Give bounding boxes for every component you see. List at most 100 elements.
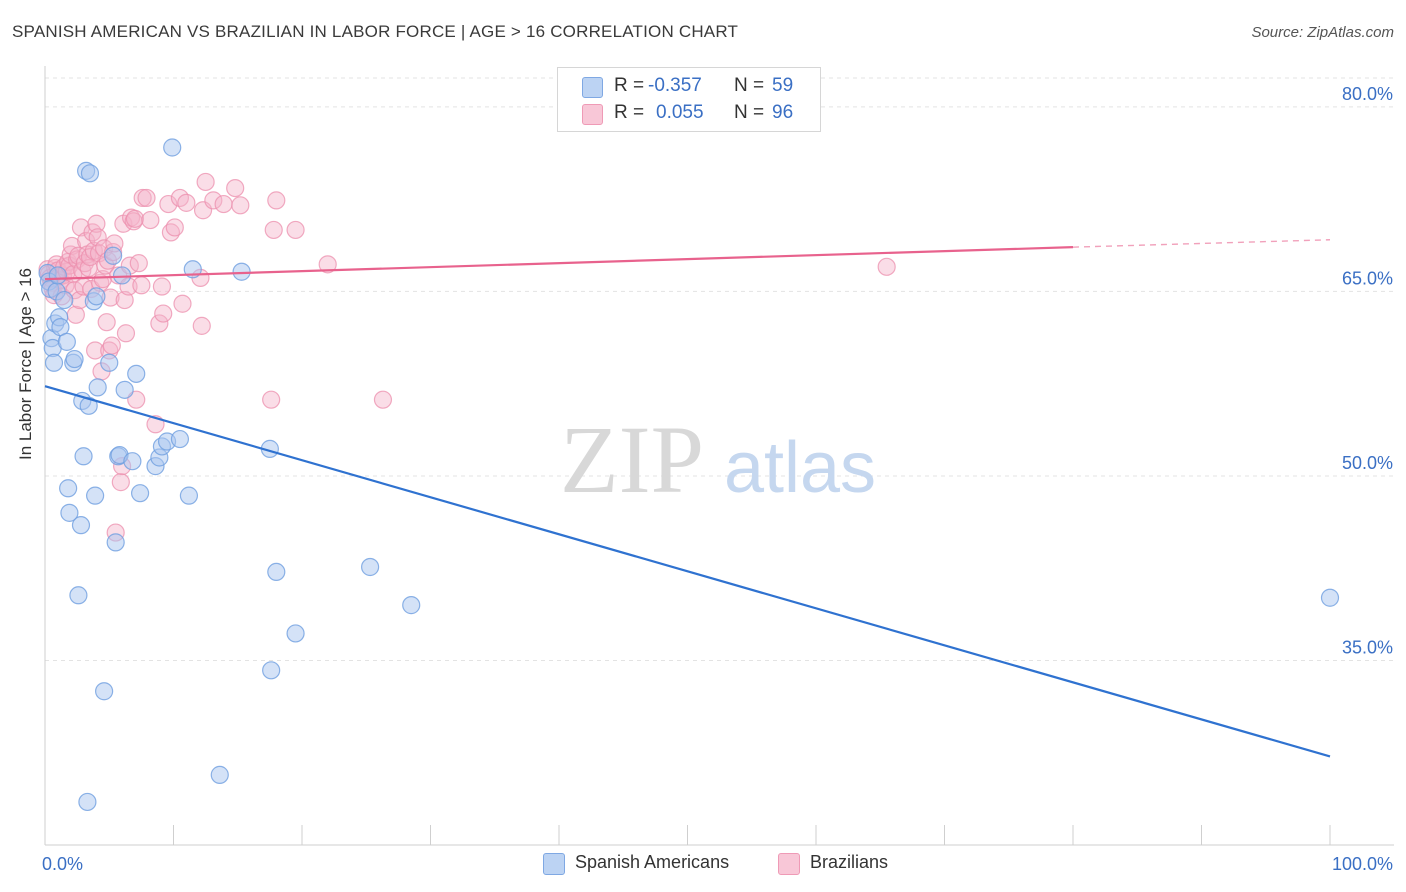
data-point-spanish-american [79,396,98,415]
bottom-legend-label: Spanish Americans [575,852,730,872]
data-point-brazilian [102,336,121,355]
legend-r-label: R = [614,102,645,123]
data-point-spanish-american [86,486,105,505]
legend-swatch-blue [582,77,603,98]
data-point-brazilian [165,218,184,237]
data-point-spanish-american [112,266,132,285]
data-point-brazilian [204,191,223,210]
data-point-brazilian [262,390,281,409]
data-point-brazilian [93,270,112,289]
legend-n-label: N = [734,102,765,123]
data-point-spanish-american [78,792,97,812]
bottom-legend-label: Brazilians [810,852,889,872]
data-point-brazilian [111,473,130,492]
legend-n-value: 59 [772,75,794,96]
trend-line-brazilians [44,246,1074,281]
data-point-spanish-american [115,380,134,399]
data-point-brazilian [192,316,211,335]
data-point-brazilian [173,294,192,313]
data-point-brazilian [127,390,146,409]
data-point-spanish-american [104,246,123,265]
data-point-spanish-american [170,429,190,449]
data-point-brazilian [83,223,102,242]
data-point-spanish-american [286,624,305,643]
legend-r-label: R = [614,75,645,96]
data-point-spanish-american [74,447,93,466]
watermark-atlas: atlas [724,428,876,508]
legend-r-value: -0.357 [648,75,702,96]
trend-line-brazilians-extension [1072,239,1331,248]
data-point-spanish-american [361,557,380,577]
watermark-zip: ZIP [560,406,704,513]
data-point-spanish-american [123,452,142,471]
data-point-brazilian [115,290,134,310]
data-point-brazilian [116,324,136,343]
data-point-spanish-american [95,682,114,701]
data-point-spanish-american [87,287,106,306]
data-point-spanish-american [57,332,76,351]
chart-title: SPANISH AMERICAN VS BRAZILIAN IN LABOR F… [12,22,739,41]
data-point-spanish-american [65,349,84,369]
data-point-brazilian [177,193,196,212]
legend-r-value: 0.055 [656,102,704,123]
correlation-legend: R = -0.357 N = 59 R = 0.055 N = 96 [557,67,821,132]
data-point-spanish-american [69,586,88,605]
data-point-spanish-american [127,364,146,383]
data-point-brazilian [150,314,169,333]
legend-n-label: N = [734,75,765,96]
x-tick-label: 100.0% [1332,854,1393,874]
y-axis-label: In Labor Force | Age > 16 [16,267,35,460]
y-tick-label: 65.0% [1342,268,1393,288]
data-point-spanish-american [130,484,150,503]
data-point-brazilian [97,313,116,332]
data-point-brazilian [196,172,215,192]
data-point-spanish-american [71,516,91,535]
y-tick-label: 80.0% [1342,84,1393,104]
data-point-spanish-american [210,765,229,784]
data-point-spanish-american [163,138,182,157]
data-point-spanish-american [44,353,64,372]
data-point-brazilian [71,218,91,237]
trend-line-spanish-americans [44,385,1331,758]
watermark: ZIP atlas [560,406,876,513]
data-point-spanish-american [55,290,74,310]
data-point-brazilian [62,236,82,256]
source-label: Source: ZipAtlas.com [1251,24,1394,41]
data-point-brazilian [137,188,156,208]
data-point-brazilian [159,194,178,214]
axis-layer [44,66,1394,846]
data-point-brazilian [133,188,152,208]
data-point-brazilian [141,210,160,230]
data-point-spanish-american [1320,588,1340,607]
data-point-brazilian [373,390,393,409]
legend-swatch-blue [543,853,565,875]
data-point-spanish-american [100,353,119,372]
grid-layer [45,77,1394,661]
legend-swatch-pink [778,853,800,875]
data-point-brazilian [264,220,283,240]
data-point-spanish-american [80,164,100,183]
data-point-brazilian [267,191,286,210]
legend-swatch-pink [582,104,603,125]
y-tick-label: 35.0% [1342,637,1393,657]
data-point-brazilian [214,194,233,214]
data-point-spanish-american [402,596,421,615]
data-point-brazilian [129,254,148,273]
data-point-brazilian [125,209,145,228]
y-tick-label: 50.0% [1342,453,1393,473]
data-point-brazilian [286,220,305,240]
data-point-spanish-american [267,562,286,582]
data-point-spanish-american [179,486,199,505]
trend-lines [44,239,1331,758]
data-point-spanish-american [60,503,79,522]
data-point-spanish-american [106,533,125,552]
data-point-brazilian [132,276,151,295]
tick-labels: 80.0% 65.0% 50.0% 35.0% 0.0% 100.0% [42,84,1393,874]
data-point-brazilian [231,196,250,215]
data-point-brazilian [86,341,105,360]
data-point-brazilian [226,178,245,198]
data-point-spanish-american [262,661,281,680]
data-point-brazilian [318,255,337,274]
data-point-spanish-american [48,266,67,285]
x-tick-label: 0.0% [42,854,83,874]
